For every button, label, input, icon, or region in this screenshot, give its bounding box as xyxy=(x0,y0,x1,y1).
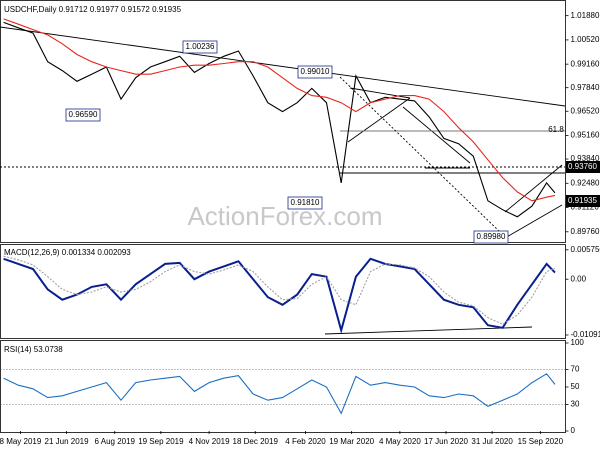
x-tick-label: 8 May 2019 xyxy=(0,437,42,446)
y-tick-label: 0.95160 xyxy=(571,131,600,140)
x-tick-label: 6 Aug 2019 xyxy=(95,437,136,446)
annotation: 0.91810 xyxy=(291,198,320,207)
rsi-panel xyxy=(0,340,566,433)
watermark: ActionForex.com xyxy=(187,201,382,231)
panel-title: MACD(12,26,9) 0.001334 0.002093 xyxy=(4,248,131,257)
y-tick-label: 1.00520 xyxy=(571,35,600,44)
annotation-box xyxy=(297,65,333,79)
x-tick-label: 4 May 2020 xyxy=(379,437,421,446)
y-tick-label: 70 xyxy=(571,365,580,374)
price-label-box xyxy=(566,161,600,173)
series-line xyxy=(3,18,556,202)
series-line xyxy=(3,255,556,325)
y-tick-label: 0.97840 xyxy=(571,83,600,92)
series-line xyxy=(3,257,556,335)
x-tick-label: 17 Jun 2020 xyxy=(424,437,469,446)
y-tick-label: 0.00 xyxy=(571,274,587,283)
price-label: 0.91935 xyxy=(568,196,597,205)
annotation-box xyxy=(182,40,218,54)
trendlines xyxy=(0,26,566,335)
panel-title: USDCHF,Daily 0.91712 0.91977 0.91572 0.9… xyxy=(4,5,182,14)
series-line xyxy=(3,21,556,218)
trendline xyxy=(0,26,566,107)
x-tick-label: 4 Nov 2019 xyxy=(189,437,230,446)
y-tick-label: 0.93840 xyxy=(571,154,600,163)
annotation: 0.89980 xyxy=(477,232,506,241)
y-tick-label: 100 xyxy=(571,338,585,347)
price-label-box xyxy=(566,195,600,207)
x-tick-label: 18 Dec 2019 xyxy=(233,437,279,446)
y-tick-label: 1.01880 xyxy=(571,11,600,20)
y-tick-label: -0.010912 xyxy=(571,330,600,339)
y-tick-label: 0.96520 xyxy=(571,106,600,115)
annotation-box xyxy=(65,108,101,122)
annotation: 61.8 xyxy=(548,125,564,134)
macd-panel xyxy=(0,244,566,339)
y-tick-label: 0 xyxy=(571,426,576,435)
trendline xyxy=(349,87,411,99)
series-line xyxy=(3,373,556,415)
x-tick-label: 31 Jul 2020 xyxy=(471,437,513,446)
x-tick-label: 21 Jun 2019 xyxy=(45,437,90,446)
main-panel xyxy=(0,0,566,243)
x-tick-label: 19 Sep 2019 xyxy=(138,437,184,446)
y-tick-label: 0.91120 xyxy=(571,203,600,212)
x-tick-label: 19 Mar 2020 xyxy=(329,437,374,446)
y-tick-label: 30 xyxy=(571,400,580,409)
dotted-trend xyxy=(339,76,501,233)
y-tick-label: 0.005756 xyxy=(571,245,600,254)
annotation: 0.99010 xyxy=(301,67,330,76)
annotation: 1.00236 xyxy=(186,42,215,51)
annotation-box xyxy=(287,196,323,210)
trendline xyxy=(402,106,471,164)
x-tick-label: 15 Sep 2020 xyxy=(518,437,564,446)
y-tick-label: 0.92480 xyxy=(571,178,600,187)
price-label: 0.93760 xyxy=(568,162,597,171)
y-tick-label: 0.99160 xyxy=(571,59,600,68)
annotation: 0.96590 xyxy=(69,110,98,119)
panel-title: RSI(14) 53.0738 xyxy=(4,345,63,354)
macd-trendline xyxy=(324,326,533,335)
annotation-box xyxy=(473,230,509,244)
trendline xyxy=(347,97,411,143)
x-tick-label: 4 Feb 2020 xyxy=(285,437,326,446)
y-tick-label: 0.89760 xyxy=(571,227,600,236)
y-tick-label: 50 xyxy=(571,382,580,391)
trendline xyxy=(504,204,563,239)
